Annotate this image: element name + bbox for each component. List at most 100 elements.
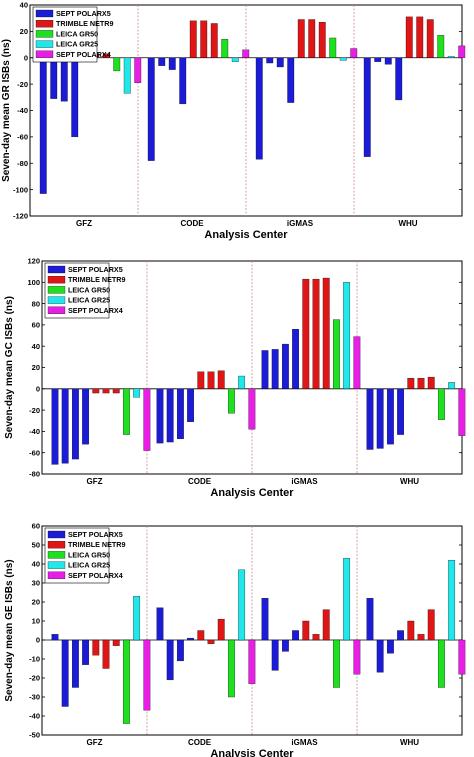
y-tick-label: 0: [36, 385, 40, 394]
chart-panel-3: -50 -40 -30 -20 -10 0 10 20 30 40 50 60 GFZ CODE iGMAS…: [4, 522, 466, 757]
bar-sept-polarx5: [271, 639, 279, 671]
bar-sept-polarx4: [143, 639, 151, 711]
legend-label: LEICA GR50: [56, 29, 98, 38]
bar-trimble-netr9: [312, 278, 320, 389]
y-tick-label: 10: [32, 617, 40, 626]
chart-panel-1: -120 -100 -80 -60 -40 -20 0 20 40 GFZ CODE iGMAS WHU…: [1, 1, 466, 241]
x-category-label: WHU: [398, 219, 417, 228]
bar-trimble-netr9: [102, 53, 110, 58]
y-tick-label: -120: [13, 212, 28, 221]
y-tick-label: 0: [24, 53, 28, 62]
bar-leica-gr50: [123, 388, 130, 435]
bar-sept-polarx5: [166, 639, 174, 681]
x-category-label: CODE: [188, 738, 212, 747]
bar-leica-gr25: [448, 560, 456, 641]
bar-sept-polarx5: [366, 388, 374, 450]
legend-label: SEPT POLARX4: [56, 50, 111, 59]
y-tick-label: -50: [29, 731, 40, 740]
bar-leica-gr25: [238, 375, 246, 389]
bar-trimble-netr9: [189, 20, 197, 58]
bar-sept-polarx5: [292, 630, 299, 641]
bar-sept-polarx5: [50, 57, 58, 99]
x-category-label: WHU: [400, 738, 419, 747]
y-tick-label: 80: [32, 299, 40, 308]
bar-sept-polarx5: [266, 57, 274, 64]
bar-sept-polarx5: [281, 639, 289, 652]
bar-sept-polarx4: [143, 388, 151, 451]
legend-label: TRIMBLE NETR9: [68, 540, 126, 549]
bar-sept-polarx5: [51, 634, 59, 641]
y-tick-label: 0: [36, 636, 40, 645]
legend-label: LEICA GR50: [68, 550, 110, 559]
bar-trimble-netr9: [210, 23, 218, 58]
legend-swatch: [47, 571, 66, 579]
bar-leica-gr50: [438, 388, 445, 420]
legend-swatch: [47, 561, 66, 569]
legend-label: SEPT POLARX5: [56, 9, 111, 18]
bar-trimble-netr9: [102, 388, 110, 394]
bar-sept-polarx4: [458, 388, 466, 436]
bar-sept-polarx5: [386, 388, 394, 445]
legend-label: SEPT POLARX5: [68, 265, 123, 274]
x-category-label: CODE: [188, 477, 212, 486]
bar-trimble-netr9: [207, 639, 215, 644]
legend-swatch: [35, 20, 54, 28]
bar-sept-polarx4: [248, 639, 256, 684]
y-tick-label: -20: [29, 406, 40, 415]
bar-sept-polarx5: [60, 57, 68, 102]
bar-trimble-netr9: [417, 634, 425, 641]
legend-label: TRIMBLE NETR9: [56, 19, 114, 28]
bar-trimble-netr9: [417, 377, 425, 389]
bar-sept-polarx5: [281, 343, 289, 389]
bar-sept-polarx5: [187, 637, 194, 641]
bar-sept-polarx5: [261, 350, 269, 389]
legend-swatch: [47, 530, 66, 539]
bar-sept-polarx4: [350, 48, 358, 58]
y-tick-label: -20: [17, 80, 28, 89]
legend-label: SEPT POLARX5: [68, 530, 123, 539]
y-tick-label: 20: [32, 598, 40, 607]
bar-sept-polarx5: [82, 388, 89, 445]
bar-sept-polarx5: [187, 388, 194, 422]
bar-leica-gr50: [221, 39, 229, 58]
bar-sept-polarx4: [134, 57, 142, 83]
bar-trimble-netr9: [407, 377, 415, 389]
bar-sept-polarx5: [395, 57, 403, 101]
bar-leica-gr50: [228, 639, 235, 698]
bar-sept-polarx5: [271, 349, 279, 389]
chart-panel-2: -80 -60 -40 -20 0 20 40 60 80 100 120 GFZ CODE iGMAS W…: [4, 257, 466, 499]
x-axis-title: Analysis Center: [210, 487, 294, 499]
legend-label: SEPT POLARX4: [68, 306, 123, 315]
x-category-label: iGMAS: [291, 738, 318, 747]
bar-sept-polarx5: [39, 57, 47, 194]
legend-swatch: [47, 286, 66, 294]
bar-trimble-netr9: [102, 639, 110, 669]
y-tick-label: 100: [27, 278, 40, 287]
bar-sept-polarx5: [366, 598, 374, 641]
bar-sept-polarx5: [261, 598, 269, 641]
y-tick-label: -80: [17, 159, 28, 168]
bar-trimble-netr9: [427, 609, 435, 641]
legend-swatch: [47, 551, 66, 559]
y-tick-label: -10: [29, 655, 40, 664]
bar-leica-gr25: [447, 56, 455, 58]
legend-label: LEICA GR25: [68, 561, 110, 570]
legend-swatch: [47, 296, 66, 304]
bar-sept-polarx5: [397, 630, 404, 641]
bar-trimble-netr9: [322, 609, 330, 641]
legend-label: LEICA GR25: [68, 296, 110, 305]
y-axis-title: Seven-day mean GR ISBs (ns): [1, 39, 12, 182]
bar-sept-polarx5: [147, 57, 155, 161]
bar-leica-gr25: [343, 282, 351, 389]
bar-sept-polarx5: [384, 57, 392, 65]
legend-swatch: [35, 50, 54, 58]
x-category-label: GFZ: [87, 477, 103, 486]
bar-sept-polarx5: [61, 388, 69, 464]
bar-trimble-netr9: [407, 620, 415, 641]
bar-sept-polarx5: [71, 57, 79, 138]
bar-sept-polarx5: [158, 57, 166, 66]
legend-swatch: [35, 40, 54, 48]
bar-sept-polarx5: [376, 388, 384, 449]
bar-sept-polarx5: [71, 388, 79, 460]
legend-label: LEICA GR50: [68, 285, 110, 294]
